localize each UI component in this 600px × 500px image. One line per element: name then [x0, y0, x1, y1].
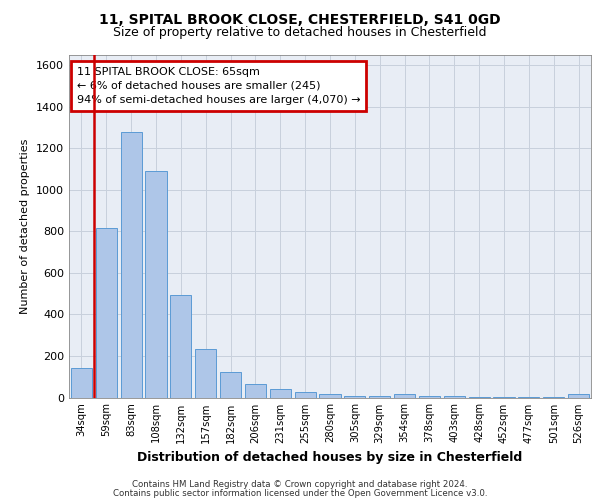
Bar	[319, 394, 341, 398]
Y-axis label: Number of detached properties: Number of detached properties	[20, 138, 31, 314]
Text: 11, SPITAL BROOK CLOSE, CHESTERFIELD, S41 0GD: 11, SPITAL BROOK CLOSE, CHESTERFIELD, S4…	[99, 12, 501, 26]
Bar	[568, 394, 589, 398]
Bar	[121, 132, 142, 398]
Bar	[245, 384, 266, 398]
Bar	[295, 392, 316, 398]
Text: Contains HM Land Registry data © Crown copyright and database right 2024.: Contains HM Land Registry data © Crown c…	[132, 480, 468, 489]
Text: 11 SPITAL BROOK CLOSE: 65sqm
← 6% of detached houses are smaller (245)
94% of se: 11 SPITAL BROOK CLOSE: 65sqm ← 6% of det…	[77, 67, 361, 105]
Text: Contains public sector information licensed under the Open Government Licence v3: Contains public sector information licen…	[113, 488, 487, 498]
Bar	[444, 396, 465, 398]
Bar	[394, 394, 415, 398]
Bar	[270, 389, 291, 398]
Bar	[419, 396, 440, 398]
Bar	[195, 348, 216, 398]
X-axis label: Distribution of detached houses by size in Chesterfield: Distribution of detached houses by size …	[137, 451, 523, 464]
Bar	[71, 368, 92, 398]
Bar	[369, 396, 390, 398]
Bar	[220, 372, 241, 398]
Bar	[344, 396, 365, 398]
Text: Size of property relative to detached houses in Chesterfield: Size of property relative to detached ho…	[113, 26, 487, 39]
Bar	[170, 294, 191, 398]
Bar	[96, 228, 117, 398]
Bar	[145, 171, 167, 398]
